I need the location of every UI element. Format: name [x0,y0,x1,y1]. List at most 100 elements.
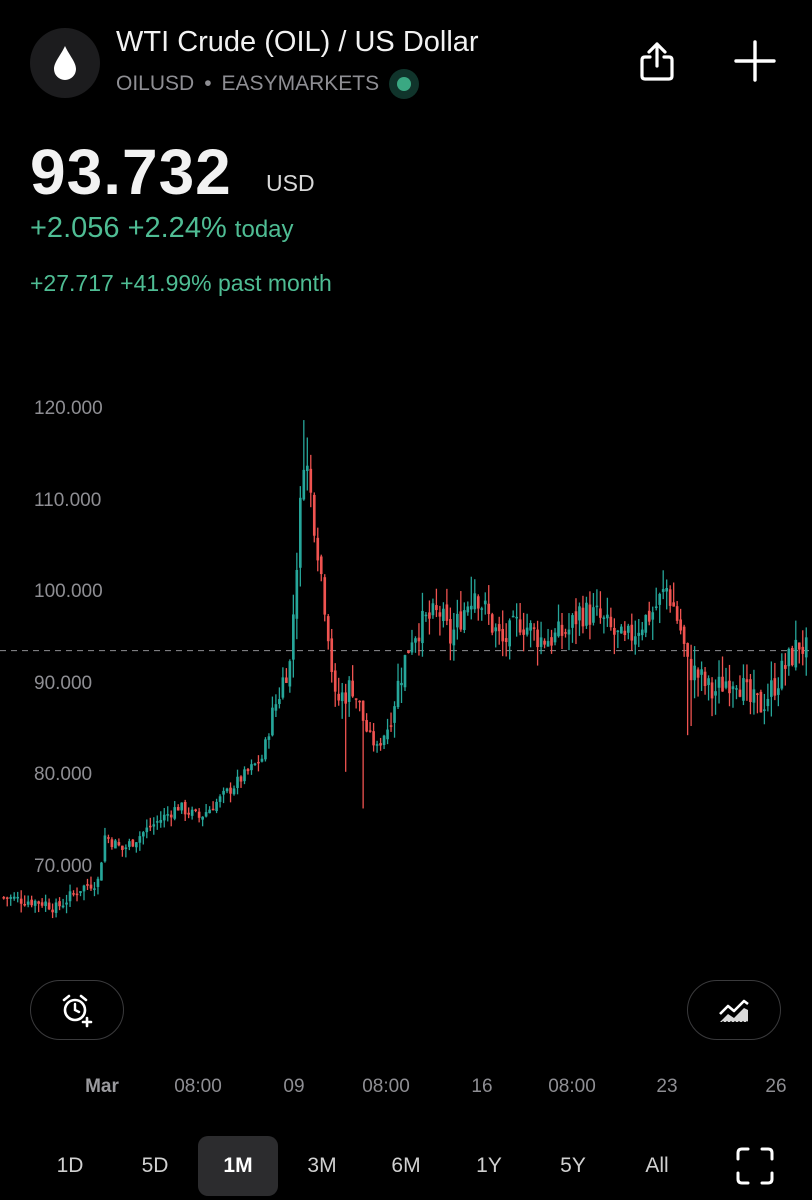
candle-body [386,729,389,740]
candle-body [480,608,484,610]
candle-body [271,707,274,736]
candle-body [543,640,546,645]
candle-body [180,802,184,811]
instrument-subtitle: OILUSD • EASYMARKETS [116,69,420,99]
candle-body [368,730,372,732]
candle-body [253,763,257,766]
candle-body [546,641,550,647]
candle-body [89,884,93,889]
candle-body [246,769,250,772]
share-button[interactable] [632,36,682,86]
candle-body [288,661,292,687]
candle-body [243,769,246,782]
candle-body [456,613,459,628]
candle-body [131,839,135,847]
range-tab-1y[interactable]: 1Y [476,1154,502,1177]
candle-body [654,606,658,609]
candle-body [190,809,194,816]
candle-body [707,678,710,686]
candle-body [292,614,295,660]
fullscreen-icon [736,1147,774,1185]
candle-body [68,891,72,902]
candle-body [305,465,309,472]
add-alert-button[interactable] [30,980,124,1040]
candle-body [588,604,592,625]
candle-body [225,788,229,792]
range-tab-all[interactable]: All [645,1154,669,1177]
candle-body [728,680,731,694]
candle-body [358,700,361,703]
header: WTI Crude (OIL) / US Dollar OILUSD • EAS… [0,0,812,120]
range-tab-6m[interactable]: 6M [391,1154,421,1177]
candle-body [780,660,784,689]
candle-body [742,678,745,701]
candle-body [539,637,543,647]
range-tab-1d[interactable]: 1D [56,1154,84,1177]
candle-body [682,626,686,644]
y-tick-label: 80.000 [34,764,93,786]
candle-body [421,610,424,644]
candle-body [330,638,334,672]
candle-body [37,901,40,904]
candle-body [375,744,379,746]
range-tab-5y[interactable]: 5Y [560,1154,586,1177]
candle-body [337,693,341,701]
candle-body [756,693,759,695]
candle-body [379,743,382,746]
price-chart[interactable]: 120.000 110.000 100.000 90.000 80.000 70.000 [0,380,812,960]
candle-body [232,788,236,795]
candle-body [550,637,553,646]
candle-body [5,897,9,899]
candle-body [567,629,571,635]
candlestick-plot[interactable] [0,380,812,960]
candle-body [620,626,623,634]
candle-body [183,801,187,815]
candle-body [763,709,766,711]
candle-body [152,824,156,827]
candle-body [312,494,316,536]
candle-body [749,679,752,703]
candle-body [735,688,738,690]
candle-body [640,629,644,636]
candle-body [12,896,16,899]
candle-body [770,680,773,697]
candle-body [33,900,37,906]
range-tab-1m[interactable]: 1M [198,1136,278,1196]
candle-body [414,638,417,643]
candle-body [633,636,637,645]
candle-body [766,698,770,707]
droplet-icon [30,28,100,98]
candle-body [218,796,222,802]
indicators-button[interactable] [687,980,781,1040]
candle-body [490,614,494,633]
candle-body [661,589,665,592]
candle-body [257,761,260,764]
candle-body [686,643,689,657]
range-tab-3m[interactable]: 3M [307,1154,337,1177]
candle-body [790,647,794,666]
candle-body [351,680,354,697]
x-tick-label: 08:00 [174,1076,222,1097]
candle-body [599,608,602,618]
candle-body [96,878,100,887]
candle-body [476,596,480,609]
candle-body [236,776,239,788]
candle-body [511,615,515,618]
candle-body [557,621,560,637]
x-tick-label: 08:00 [548,1076,596,1097]
change-past-month: +27.717 +41.99% past month [30,270,332,296]
candle-body [187,812,190,815]
range-tab-5d[interactable]: 5D [141,1154,169,1177]
candle-body [504,638,508,643]
candle-body [658,593,662,605]
candle-body [525,627,529,635]
candle-body [361,700,365,721]
candle-body [110,839,114,848]
candle-body [229,787,232,794]
candle-body [121,845,124,850]
add-to-watchlist-button[interactable] [730,36,780,86]
candle-body [501,629,505,642]
fullscreen-button[interactable] [730,1141,780,1191]
candle-body [347,680,351,702]
candle-body [138,836,142,843]
